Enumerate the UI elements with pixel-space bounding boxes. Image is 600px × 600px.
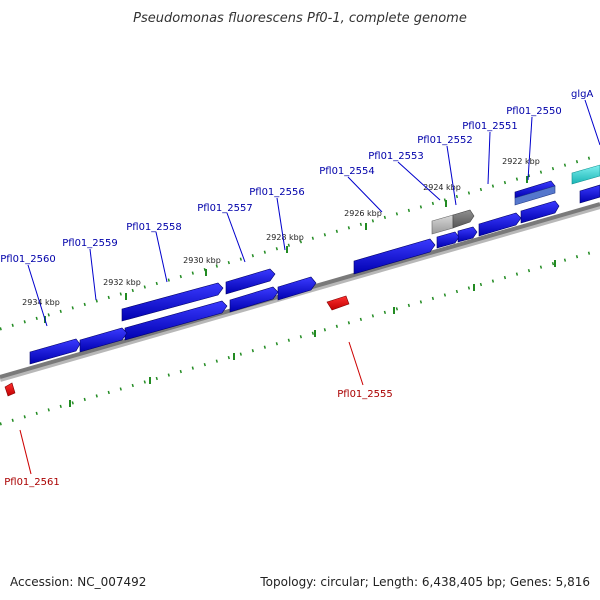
gene-Pfl01_2556[interactable] <box>225 268 276 295</box>
accession-text: Accession: NC_007492 <box>10 575 146 589</box>
gene-label-Pfl01_2559[interactable]: Pfl01_2559 <box>62 238 118 249</box>
gene-label-Pfl01_2555[interactable]: Pfl01_2555 <box>337 389 393 400</box>
gene-Pfl01_2552-selected[interactable] <box>431 214 454 235</box>
genome-title: Pseudomonas fluorescens Pf0-1, complete … <box>133 11 467 26</box>
gene-Pfl01_2554[interactable] <box>353 238 436 275</box>
gene-label-Pfl01_2551[interactable]: Pfl01_2551 <box>462 121 518 132</box>
reverse-genes <box>4 295 350 397</box>
label-leaders <box>19 99 600 475</box>
gene-Pfl01_2557[interactable] <box>229 286 279 313</box>
gene-label-Pfl01_2553[interactable]: Pfl01_2553 <box>368 151 424 162</box>
gene-Pfl01_2552-dark[interactable] <box>452 209 475 229</box>
gene-glgA[interactable] <box>571 164 600 185</box>
tick-label: 2932 kbp <box>103 278 141 287</box>
tick-label: 2926 kbp <box>344 209 382 218</box>
gene-label-Pfl01_2561[interactable]: Pfl01_2561 <box>4 477 60 488</box>
gene-label-Pfl01_2558[interactable]: Pfl01_2558 <box>126 222 182 233</box>
gene-Pfl01_2553-a[interactable] <box>457 226 478 243</box>
gene-Pfl01_2558[interactable] <box>121 282 224 322</box>
tick-label: 2928 kbp <box>266 233 304 242</box>
gene-Pfl01_2559[interactable] <box>79 327 128 353</box>
gene-label-Pfl01_2554[interactable]: Pfl01_2554 <box>319 166 375 177</box>
gene-Pfl01_2550-selected[interactable] <box>514 185 556 206</box>
tick-labels: 2922 kbp 2924 kbp 2926 kbp 2928 kbp 2930… <box>22 157 540 307</box>
gene-Pfl01_2551b[interactable] <box>478 212 522 237</box>
tick-label: 2934 kbp <box>22 298 60 307</box>
gene-label-Pfl01_2560[interactable]: Pfl01_2560 <box>0 254 56 265</box>
gene-label-Pfl01_2557[interactable]: Pfl01_2557 <box>197 203 253 214</box>
tick-label: 2922 kbp <box>502 157 540 166</box>
genome-summary-text: Topology: circular; Length: 6,438,405 bp… <box>259 575 590 589</box>
forward-genes <box>29 164 600 365</box>
gene-label-Pfl01_2552[interactable]: Pfl01_2552 <box>417 135 473 146</box>
gene-label-glgA[interactable]: glgA <box>571 89 593 100</box>
gene-Pfl01_2556b[interactable] <box>277 276 317 301</box>
gene-label-Pfl01_2556[interactable]: Pfl01_2556 <box>249 187 305 198</box>
gene-Pfl01_2561[interactable] <box>4 382 16 397</box>
gene-Pfl01_2553-b[interactable] <box>436 231 460 249</box>
gene-labels: glgA Pfl01_2550 Pfl01_2551 Pfl01_2552 Pf… <box>0 89 593 488</box>
reverse-ruler-ticks <box>69 260 556 407</box>
tick-label: 2930 kbp <box>183 256 221 265</box>
gene-label-Pfl01_2550[interactable]: Pfl01_2550 <box>506 106 562 117</box>
gene-Pfl01_2558b[interactable] <box>124 300 228 341</box>
tick-label: 2924 kbp <box>423 183 461 192</box>
gene-Pfl01_2550-lower[interactable] <box>579 184 600 204</box>
gene-Pfl01_2560[interactable] <box>29 338 81 365</box>
gene-Pfl01_2555[interactable] <box>326 295 350 311</box>
forward-ruler-ticks <box>44 176 528 323</box>
gene-Pfl01_2551[interactable] <box>520 200 560 224</box>
